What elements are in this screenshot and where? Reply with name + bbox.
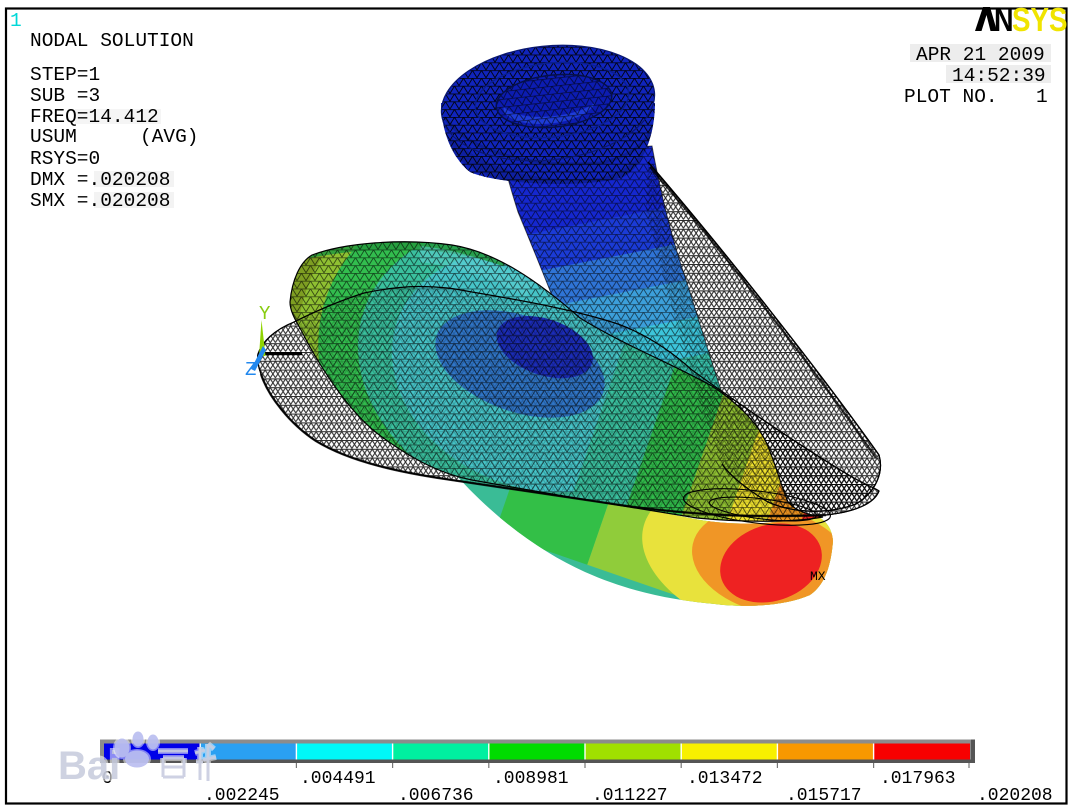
svg-text:.002245: .002245	[204, 786, 280, 806]
svg-text:SMX =.020208: SMX =.020208	[30, 190, 170, 212]
svg-text:(AVG): (AVG)	[140, 126, 199, 148]
svg-text:N: N	[994, 3, 1014, 39]
svg-text:.015717: .015717	[786, 786, 862, 806]
svg-text:RSYS=0: RSYS=0	[30, 148, 100, 170]
svg-text:.004491: .004491	[300, 769, 376, 789]
svg-text:PLOT NO.: PLOT NO.	[904, 86, 998, 108]
svg-text:SUB =3: SUB =3	[30, 85, 100, 107]
svg-text:APR 21 2009: APR 21 2009	[916, 44, 1045, 66]
svg-text:USUM: USUM	[30, 126, 77, 148]
svg-text:SYS: SYS	[1012, 2, 1067, 39]
svg-text:FREQ=14.412: FREQ=14.412	[30, 106, 159, 128]
svg-text:14:52:39: 14:52:39	[952, 65, 1046, 87]
svg-text:.017963: .017963	[880, 769, 956, 789]
svg-text:Bai: Bai	[58, 744, 120, 788]
svg-text:DMX =.020208: DMX =.020208	[30, 169, 170, 191]
svg-text:0: 0	[102, 769, 113, 789]
svg-text:.020208: .020208	[977, 786, 1053, 806]
svg-text:Bai: Bai	[58, 744, 120, 788]
svg-text:1: 1	[1036, 86, 1048, 108]
svg-text:Y: Y	[259, 303, 271, 325]
svg-text:MX: MX	[810, 569, 826, 584]
svg-text:.013472: .013472	[687, 769, 763, 789]
svg-text:.011227: .011227	[592, 786, 668, 806]
svg-text:Z: Z	[245, 359, 256, 381]
svg-text:1: 1	[10, 10, 22, 32]
svg-text:STEP=1: STEP=1	[30, 64, 100, 86]
svg-text:.006736: .006736	[398, 786, 474, 806]
svg-text:.008981: .008981	[493, 769, 569, 789]
svg-text:NODAL SOLUTION: NODAL SOLUTION	[30, 30, 194, 52]
